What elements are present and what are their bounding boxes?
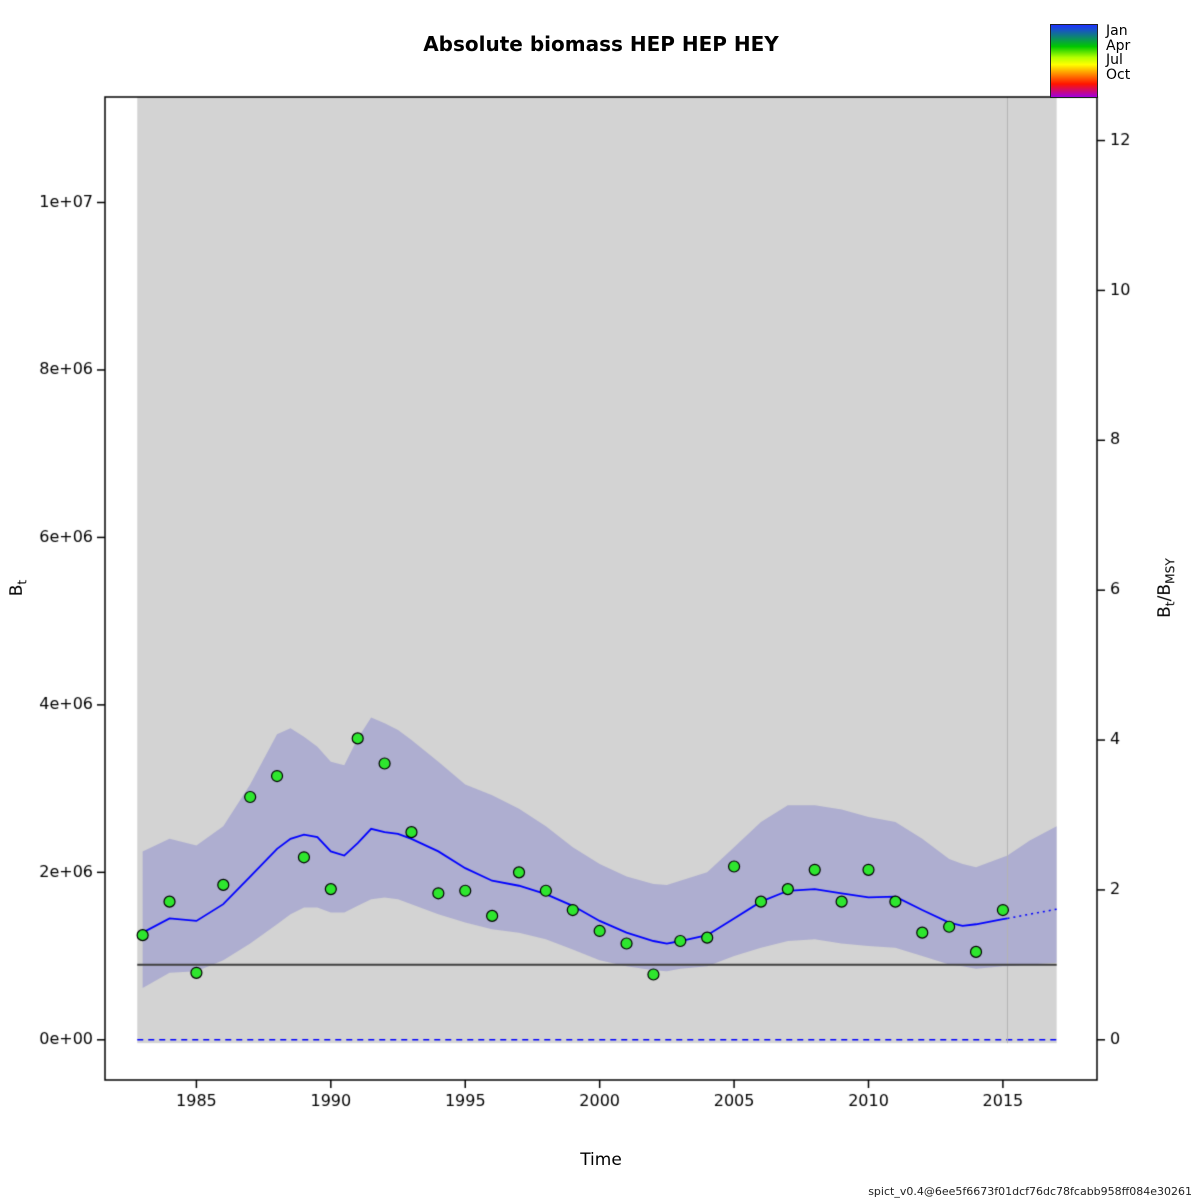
x-axis-label: Time	[580, 1150, 622, 1170]
legend-month-label: Jan	[1106, 23, 1128, 39]
y-left-label-base: B	[6, 584, 27, 597]
season-legend: Jan Apr Jul Oct	[1050, 24, 1130, 98]
legend-month-label: Jul	[1106, 52, 1123, 69]
chart-title: Absolute biomass HEP HEP HEY	[423, 32, 779, 56]
legend-month-label: Oct	[1106, 66, 1131, 83]
y-right-label-slash: /	[1154, 595, 1175, 602]
season-colorbar	[1050, 24, 1098, 98]
legend-month-label: Apr	[1106, 37, 1131, 54]
y-right-label-sub1: t	[1163, 601, 1178, 607]
y-right-label-base1: B	[1154, 606, 1175, 618]
y-right-label-base2: B	[1154, 583, 1175, 596]
y-axis-label-left: Bt	[7, 580, 29, 596]
y-right-label-sub2: MSY	[1163, 558, 1178, 584]
version-string: spict_v0.4@6ee5f6673f01dcf76dc78fcabb958…	[868, 1185, 1192, 1198]
y-left-label-sub: t	[15, 579, 30, 585]
y-axis-label-right: Bt/BMSY	[1155, 558, 1177, 618]
season-legend-labels: Jan Apr Jul Oct	[1106, 24, 1130, 98]
